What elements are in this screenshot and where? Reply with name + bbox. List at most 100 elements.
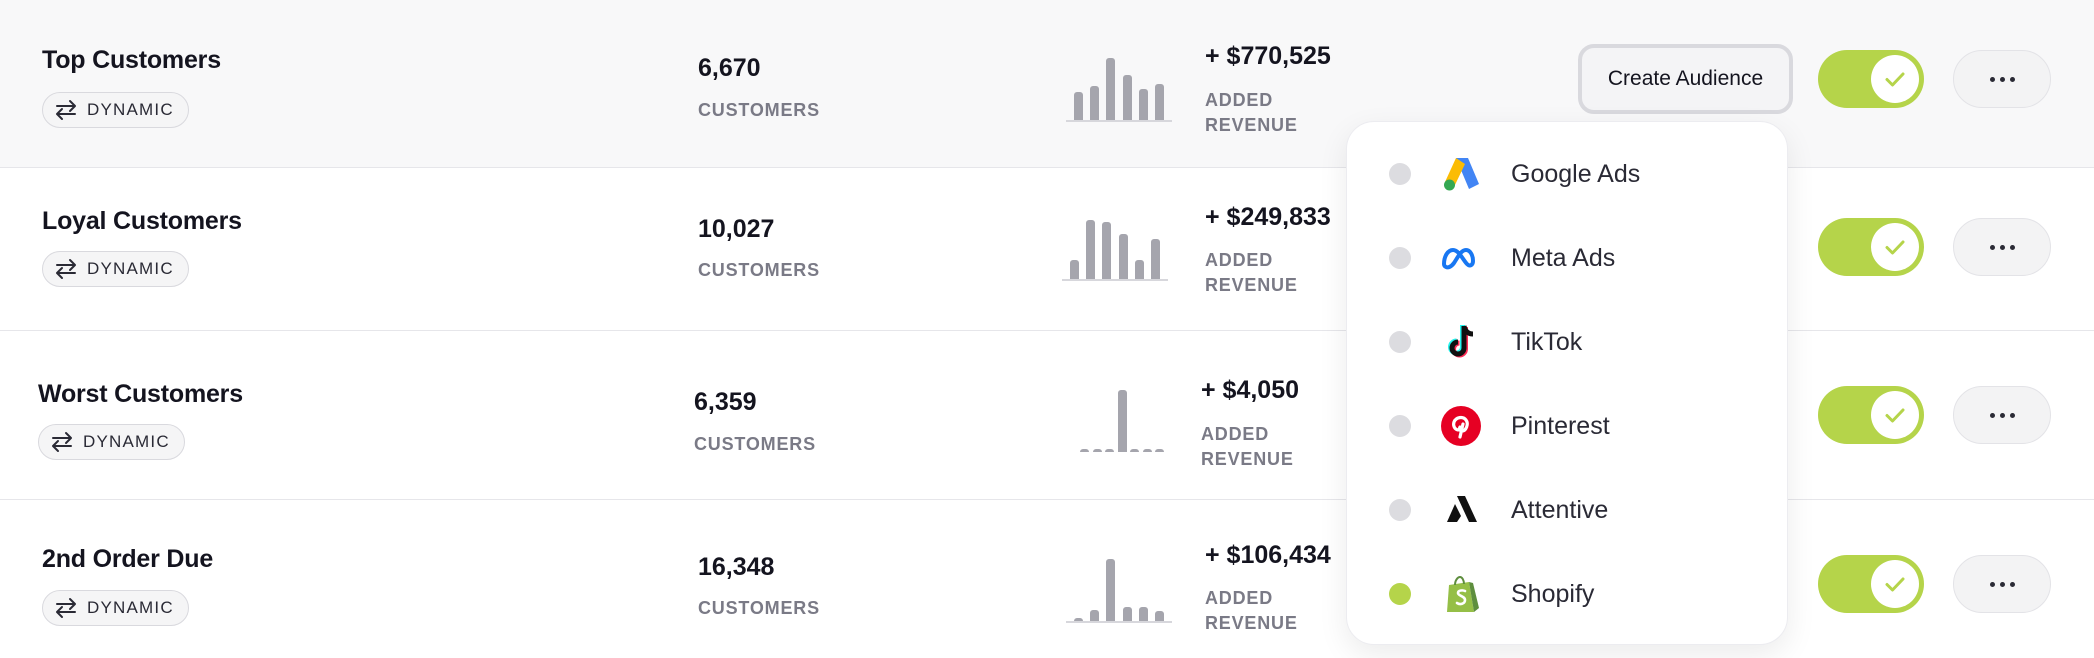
customer-count: 10,027 [698,215,775,243]
selection-dot [1389,499,1411,521]
sparkline-bar [1142,449,1152,452]
dynamic-badge: DYNAMIC [42,251,189,287]
more-options-button[interactable] [1953,218,2051,276]
sparkline-bar [1074,618,1083,621]
shopify-icon [1439,572,1483,616]
segment-name: 2nd Order Due [42,545,214,573]
more-options-button[interactable] [1953,386,2051,444]
sparkline-bar [1070,260,1079,279]
badge-label: DYNAMIC [83,432,170,451]
added-revenue: + $770,525 [1205,42,1331,70]
sparkline-bar [1090,610,1100,621]
dot [2009,412,2015,418]
sparkline-bar [1122,607,1132,621]
segment-row-worst-customers[interactable]: Worst Customers DYNAMIC 6,359 CUSTOMERS … [0,332,2094,500]
dot [1989,412,1995,418]
added-revenue-label: ADDED REVENUE [1205,250,1298,295]
check-icon [1885,72,1905,87]
swap-icon [52,432,72,452]
destination-shopify[interactable]: Shopify [1347,559,1787,629]
dynamic-badge: DYNAMIC [42,590,189,626]
tiktok-icon [1439,320,1483,364]
customer-count-label: CUSTOMERS [698,260,820,280]
sparkline-bar [1138,607,1148,621]
sparkline-bar [1134,260,1144,279]
selection-dot [1389,247,1411,269]
selection-dot [1389,583,1411,605]
destination-label: Meta Ads [1511,243,1616,272]
customer-count-label: CUSTOMERS [694,434,816,454]
toggle-knob [1871,391,1919,439]
destination-label: Pinterest [1511,411,1610,440]
swap-icon [56,100,76,120]
sparkline-bar [1118,234,1128,279]
audience-destination-menu: Google Ads Meta Ads TikTok Pinterest Att… [1346,121,1788,645]
dot [1989,76,1995,82]
sparkline-bar [1155,84,1164,120]
customer-count: 16,348 [698,553,775,581]
segment-row-loyal-customers[interactable]: Loyal Customers DYNAMIC 10,027 CUSTOMERS… [0,163,2094,331]
dynamic-badge: DYNAMIC [38,424,185,460]
segment-name: Worst Customers [38,380,243,408]
destination-label: TikTok [1511,327,1583,356]
sparkline-bar [1102,222,1112,279]
selection-dot [1389,415,1411,437]
revenue-sparkline [1066,52,1172,124]
destination-attentive[interactable]: Attentive [1347,475,1787,545]
selection-dot [1389,331,1411,353]
sparkline-bar [1080,449,1089,452]
segment-toggle[interactable] [1818,218,1924,276]
added-revenue: + $249,833 [1205,203,1331,231]
check-icon [1885,240,1905,255]
revenue-sparkline [1062,211,1168,283]
sparkline-bar [1106,58,1116,120]
destination-label: Shopify [1511,579,1595,608]
more-options-button[interactable] [1953,555,2051,613]
segment-toggle[interactable] [1818,50,1924,108]
create-audience-button[interactable]: Create Audience [1578,44,1793,114]
dot [1999,244,2005,250]
dot [1999,76,2005,82]
destination-tiktok[interactable]: TikTok [1347,307,1787,377]
customer-count-label: CUSTOMERS [698,100,820,120]
sparkline-bar [1130,449,1139,452]
segment-toggle[interactable] [1818,386,1924,444]
swap-icon [56,259,76,279]
dot [1999,412,2005,418]
badge-label: DYNAMIC [87,100,174,119]
dot [1989,581,1995,587]
segment-toggle[interactable] [1818,555,1924,613]
toggle-knob [1871,223,1919,271]
google-ads-icon [1439,152,1483,196]
sparkline-bar [1138,89,1148,120]
sparkline-bar [1117,390,1127,452]
revenue-sparkline [1066,553,1172,625]
check-icon [1885,577,1905,592]
customer-count: 6,670 [698,54,761,82]
dynamic-badge: DYNAMIC [42,92,189,128]
destination-google-ads[interactable]: Google Ads [1347,139,1787,209]
pinterest-icon [1439,404,1483,448]
destination-pinterest[interactable]: Pinterest [1347,391,1787,461]
segment-name: Loyal Customers [42,207,242,235]
added-revenue-label: ADDED REVENUE [1205,90,1298,135]
sparkline-bar [1105,449,1114,452]
sparkline-bar [1092,449,1102,452]
sparkline-bar [1155,449,1164,452]
revenue-sparkline [1072,384,1172,456]
meta-icon [1439,236,1483,280]
badge-label: DYNAMIC [87,598,174,617]
destination-meta-ads[interactable]: Meta Ads [1347,223,1787,293]
sparkline-bar [1086,220,1096,279]
segment-name: Top Customers [42,46,221,74]
sparkline-bar [1151,239,1160,279]
more-options-button[interactable] [1953,50,2051,108]
destination-label: Google Ads [1511,159,1641,188]
check-icon [1885,408,1905,423]
sparkline-bar [1074,92,1083,120]
segment-row-2nd-order-due[interactable]: 2nd Order Due DYNAMIC 16,348 CUSTOMERS +… [0,501,2094,658]
customer-count-label: CUSTOMERS [698,598,820,618]
sparkline-bar [1090,86,1100,120]
toggle-knob [1871,55,1919,103]
sparkline-bar [1122,75,1132,120]
